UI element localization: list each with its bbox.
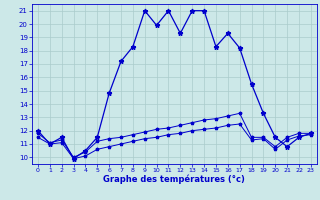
X-axis label: Graphe des températures (°c): Graphe des températures (°c) xyxy=(103,175,245,184)
